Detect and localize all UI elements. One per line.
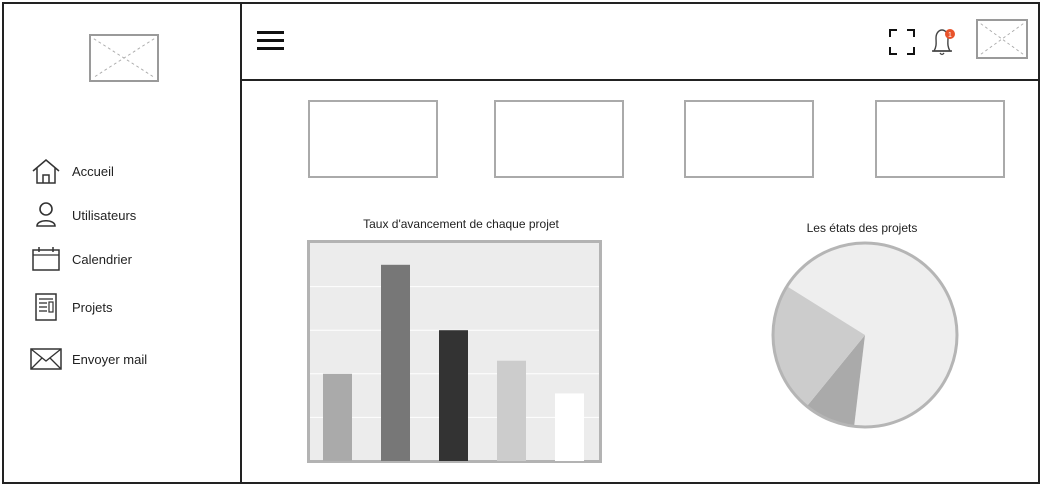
top-bar: 1	[240, 2, 1040, 81]
sidebar-item-label: Envoyer mail	[72, 351, 148, 367]
sidebar-item-label: Accueil	[72, 163, 114, 179]
bar	[439, 330, 468, 461]
pie-slice	[773, 286, 865, 407]
calendar-icon	[30, 244, 62, 274]
sidebar-item-accueil[interactable]: Accueil	[30, 156, 230, 186]
user-avatar-placeholder[interactable]	[976, 19, 1028, 59]
pie-chart-title: Les états des projets	[806, 221, 918, 235]
user-icon	[30, 200, 62, 230]
hamburger-menu-icon[interactable]	[256, 28, 286, 54]
home-icon	[30, 156, 62, 186]
sidebar-item-label: Calendrier	[72, 251, 132, 267]
fullscreen-icon[interactable]	[888, 28, 916, 56]
bar	[497, 360, 526, 461]
sidebar-item-calendrier[interactable]: Calendrier	[30, 244, 230, 274]
bell-icon[interactable]: 1	[928, 26, 958, 58]
bar	[323, 373, 352, 461]
sidebar: Accueil Utilisateurs Calendrier Projets …	[2, 2, 242, 484]
sidebar-item-envoyer-mail[interactable]: Envoyer mail	[30, 344, 230, 374]
summary-card[interactable]	[494, 100, 624, 178]
summary-card[interactable]	[684, 100, 814, 178]
main-content	[240, 79, 1040, 484]
pie-slice	[786, 243, 957, 427]
pie-chart	[771, 241, 959, 429]
sidebar-item-utilisateurs[interactable]: Utilisateurs	[30, 200, 230, 230]
document-icon	[30, 292, 62, 322]
pie-slice	[806, 335, 865, 427]
bar-chart	[307, 240, 602, 463]
mail-icon	[30, 344, 62, 374]
sidebar-item-projets[interactable]: Projets	[30, 292, 230, 322]
bar	[381, 264, 410, 461]
notification-count: 1	[948, 32, 952, 39]
sidebar-item-label: Utilisateurs	[72, 207, 137, 223]
bar	[555, 393, 584, 461]
sidebar-item-label: Projets	[72, 299, 113, 315]
summary-card[interactable]	[308, 100, 438, 178]
logo-placeholder	[89, 34, 159, 82]
summary-card[interactable]	[875, 100, 1005, 178]
bar-chart-title: Taux d'avancement de chaque projet	[363, 217, 559, 231]
